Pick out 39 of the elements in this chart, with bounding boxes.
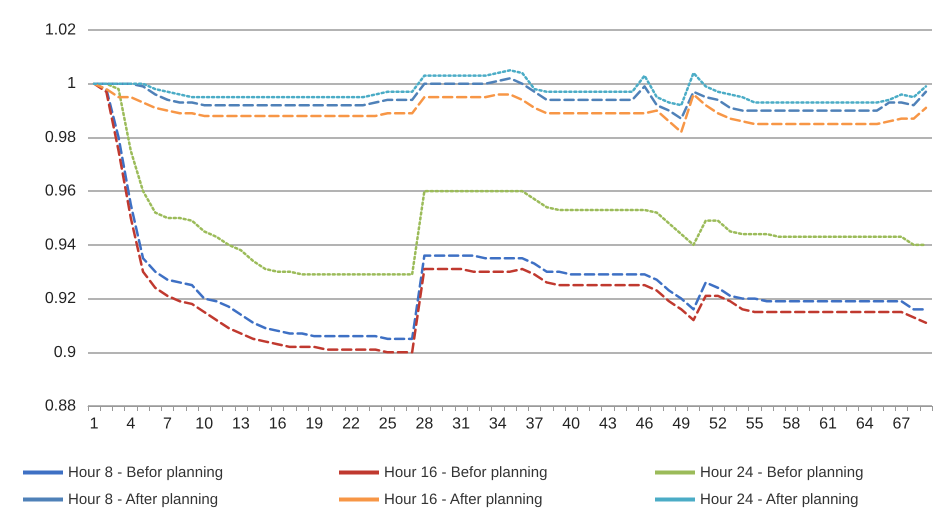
y-tick-label: 1.02 [44, 22, 76, 38]
y-tick-label: 1 [67, 75, 76, 92]
x-tick-label: 46 [636, 416, 654, 432]
x-tick-label: 43 [598, 416, 617, 432]
x-tick-label: 22 [342, 416, 360, 432]
y-tick-label: 0.92 [44, 290, 76, 308]
legend-label: Hour 24 - Befor planning [700, 464, 864, 481]
x-tick-label: 67 [892, 416, 910, 432]
line-series [92, 69, 928, 106]
legend-label: Hour 16 - After planning [384, 491, 542, 508]
x-tick-label: 58 [782, 416, 800, 432]
line-series [92, 82, 928, 134]
legend-label: Hour 8 - After planning [68, 491, 218, 508]
x-tick-label: 40 [562, 416, 580, 432]
y-tick-label: 0.88 [44, 398, 76, 414]
x-tick-label: 64 [856, 416, 874, 432]
x-tick-label: 25 [378, 416, 397, 432]
x-tick-label: 49 [672, 416, 690, 432]
x-tick-label: 7 [163, 416, 172, 432]
x-tick-label: 28 [415, 416, 434, 432]
y-tick-label: 0.98 [44, 128, 76, 146]
x-tick-label: 1 [90, 416, 99, 432]
x-tick-label: 16 [268, 416, 287, 432]
y-tick-label: 0.96 [44, 182, 76, 200]
x-tick-label: 61 [819, 416, 838, 432]
x-tick-label: 4 [126, 416, 136, 432]
y-tick-label: 0.94 [44, 236, 76, 254]
x-tick-label: 13 [232, 416, 250, 432]
y-tick-label: 0.9 [54, 344, 76, 361]
x-tick-label: 10 [195, 416, 214, 432]
x-tick-label: 37 [526, 416, 544, 432]
x-tick-label: 19 [305, 416, 324, 432]
x-tick-label: 34 [488, 416, 507, 432]
legend-label: Hour 8 - Befor planning [68, 464, 224, 481]
legend-label: Hour 24 - After planning [700, 491, 858, 508]
x-tick-label: 55 [746, 416, 764, 432]
legend-label: Hour 16 - Befor planning [384, 464, 548, 481]
x-tick-label: 31 [452, 416, 470, 432]
x-tick-label: 52 [709, 416, 727, 432]
